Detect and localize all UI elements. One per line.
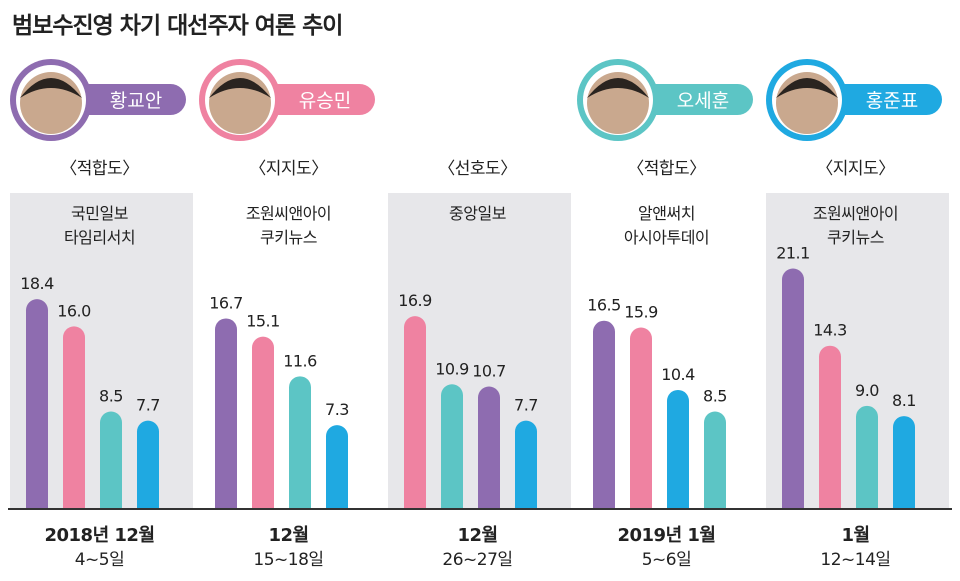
data-label: 7.7 [136, 396, 160, 415]
data-label: 9.0 [855, 381, 879, 400]
data-label: 7.3 [325, 400, 349, 419]
bar-홍준표 [893, 416, 915, 508]
metric-label: 〈적합도〉 [60, 159, 138, 179]
date-sub-label: 5~6일 [642, 550, 692, 570]
bar-유승민 [630, 327, 652, 508]
metric-label: 〈선호도〉 [438, 159, 516, 179]
date-sub-label: 26~27일 [442, 550, 512, 570]
data-label: 11.6 [283, 351, 317, 370]
bar-황교안 [593, 320, 615, 508]
bar-홍준표 [515, 420, 537, 508]
name-pill [260, 84, 375, 115]
bar-홍준표 [326, 425, 348, 508]
data-label: 16.0 [57, 301, 91, 320]
date-main-label: 12월 [457, 525, 497, 546]
data-label: 14.3 [813, 321, 847, 340]
date-sub-label: 15~18일 [253, 550, 323, 570]
bar-홍준표 [667, 389, 689, 508]
bar-오세훈 [704, 411, 726, 508]
bar-오세훈 [441, 384, 463, 508]
data-label: 15.1 [246, 312, 280, 331]
source-label: 알앤써치 [638, 204, 695, 223]
data-label: 16.9 [398, 291, 432, 310]
candidate-name: 홍준표 [866, 90, 918, 112]
candidate-name: 오세훈 [677, 90, 729, 112]
date-main-label: 2019년 1월 [617, 525, 715, 546]
source-label: 조원씨앤아이 [246, 204, 331, 223]
bar-황교안 [478, 386, 500, 508]
hair-icon [587, 78, 649, 98]
bar-유승민 [252, 336, 274, 508]
name-pill [827, 84, 942, 115]
source-label: 조원씨앤아이 [813, 204, 898, 223]
bar-유승민 [63, 326, 85, 508]
bar-황교안 [215, 318, 237, 508]
data-label: 21.1 [776, 244, 810, 263]
data-label: 10.9 [435, 359, 469, 378]
hair-icon [209, 78, 271, 98]
source-label: 쿠키뉴스 [260, 228, 317, 247]
name-pill [71, 84, 186, 115]
data-label: 10.4 [661, 365, 695, 384]
data-label: 15.9 [624, 303, 658, 322]
date-main-label: 2018년 12월 [44, 525, 154, 546]
date-sub-label: 12~14일 [820, 550, 890, 570]
source-label: 국민일보 [71, 204, 128, 223]
date-main-label: 12월 [268, 525, 308, 546]
date-main-label: 1월 [841, 525, 869, 546]
source-label: 중앙일보 [449, 204, 506, 223]
name-pill [638, 84, 753, 115]
metric-label: 〈적합도〉 [627, 159, 705, 179]
bar-유승민 [819, 345, 841, 508]
source-label: 쿠키뉴스 [827, 228, 884, 247]
bar-황교안 [26, 299, 48, 508]
data-label: 18.4 [20, 274, 54, 293]
date-sub-label: 4~5일 [75, 550, 125, 570]
hair-icon [20, 78, 82, 98]
hair-icon [776, 78, 838, 98]
data-label: 7.7 [514, 396, 538, 415]
metric-label: 〈지지도〉 [249, 159, 327, 179]
data-label: 8.5 [703, 387, 727, 406]
bar-황교안 [782, 268, 804, 508]
data-label: 8.1 [892, 391, 916, 410]
candidate-name: 유승민 [299, 90, 351, 112]
bar-홍준표 [137, 420, 159, 508]
chart-title: 범보수진영 차기 대선주자 여론 추이 [12, 13, 343, 39]
bar-오세훈 [100, 411, 122, 508]
bar-유승민 [404, 316, 426, 508]
source-label: 아시아투데이 [624, 228, 709, 247]
data-label: 10.7 [472, 362, 506, 381]
bar-오세훈 [856, 405, 878, 508]
source-label: 타임리서치 [64, 228, 135, 247]
data-label: 8.5 [99, 387, 123, 406]
candidate-name: 황교안 [110, 90, 162, 112]
metric-label: 〈지지도〉 [816, 159, 894, 179]
data-label: 16.7 [209, 293, 243, 312]
bar-오세훈 [289, 376, 311, 508]
data-label: 16.5 [587, 296, 621, 315]
